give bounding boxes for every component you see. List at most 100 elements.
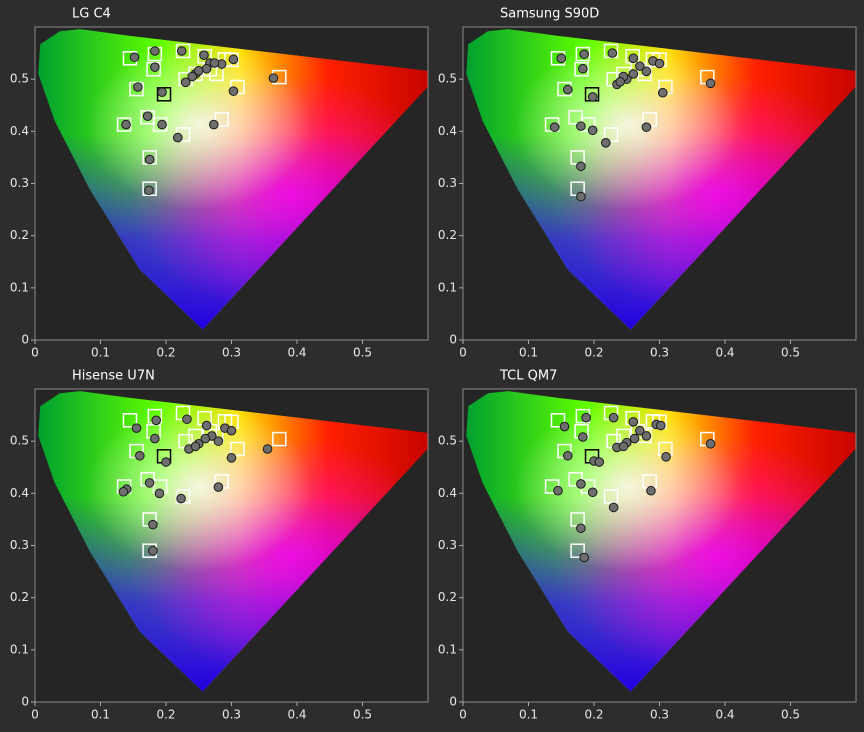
target-marker xyxy=(140,109,155,125)
measured-point xyxy=(628,417,639,427)
y-tick-label: 0.5 xyxy=(10,434,29,448)
target-marker xyxy=(603,127,619,142)
measured-point xyxy=(608,412,619,423)
y-tick-label: 0.4 xyxy=(438,486,457,500)
measured-point xyxy=(226,453,237,463)
x-tick-label: 0.1 xyxy=(519,708,538,722)
x-tick-label: 0.5 xyxy=(781,708,800,722)
measured-point xyxy=(176,46,187,56)
y-tick-label: 0.2 xyxy=(10,590,29,604)
chart-title: TCL QM7 xyxy=(499,369,557,384)
x-tick-label: 0.5 xyxy=(353,708,372,722)
measured-point xyxy=(587,487,598,498)
target-marker xyxy=(156,87,172,102)
measured-point xyxy=(228,54,239,65)
target-marker xyxy=(214,112,229,127)
x-tick-label: 0.1 xyxy=(519,346,538,360)
x-tick-label: 0.4 xyxy=(287,708,306,722)
measured-point xyxy=(190,441,201,452)
measured-point xyxy=(133,82,143,92)
measured-point xyxy=(142,111,153,122)
y-tick-label: 0.1 xyxy=(438,280,457,294)
measured-point xyxy=(148,545,158,556)
gamut xyxy=(466,391,856,692)
measured-point xyxy=(228,86,239,96)
measured-point xyxy=(578,63,588,74)
x-tick-label: 0.1 xyxy=(91,708,110,722)
y-tick-label: 0.4 xyxy=(438,124,457,138)
measured-point xyxy=(641,122,652,132)
measured-point xyxy=(213,482,224,492)
measured-point xyxy=(641,66,652,77)
chart-panel: Hisense U7N 0 0.1 0.2 0.3 0.4 0.5 0 0.1 0.2 0.3 0.4… xyxy=(10,369,429,722)
y-tick-label: 0.2 xyxy=(438,590,457,604)
measured-point xyxy=(641,431,652,441)
measured-point xyxy=(656,420,666,431)
measured-point xyxy=(131,423,142,433)
measured-point xyxy=(150,62,160,72)
measured-point xyxy=(157,119,167,130)
measured-point xyxy=(209,119,219,130)
x-tick-label: 0 xyxy=(31,708,39,722)
x-tick-label: 0.3 xyxy=(222,346,241,360)
measured-point xyxy=(705,438,716,449)
measured-point xyxy=(226,425,237,436)
measured-point xyxy=(576,161,586,172)
measured-point xyxy=(213,436,224,446)
chart-panel: LG C4 0 0.1 0.2 0.3 0.4 0.5 0 0.1 0.2 0.3 0.4 0.5 xyxy=(10,7,429,360)
measured-point xyxy=(579,552,589,563)
measured-point xyxy=(144,478,155,488)
y-tick-label: 0.5 xyxy=(10,72,29,86)
measured-point xyxy=(635,425,645,436)
x-tick-label: 0 xyxy=(459,346,467,360)
measured-point xyxy=(172,132,183,143)
measured-point xyxy=(148,519,158,530)
y-tick-label: 0.3 xyxy=(438,176,457,190)
x-tick-label: 0.2 xyxy=(156,708,175,722)
target-marker xyxy=(575,46,591,62)
y-tick-label: 0.5 xyxy=(438,72,457,86)
measured-point xyxy=(576,523,586,534)
target-marker xyxy=(175,489,191,504)
gamut xyxy=(38,391,428,692)
measured-point xyxy=(199,50,209,60)
target-marker xyxy=(175,43,191,59)
measured-point xyxy=(628,69,639,79)
target-marker xyxy=(230,441,245,457)
gamut-layer xyxy=(466,391,856,692)
x-tick-label: 0.2 xyxy=(156,346,175,360)
x-tick-label: 0.3 xyxy=(650,708,669,722)
y-tick-label: 0.3 xyxy=(10,538,29,552)
measured-point xyxy=(201,420,212,431)
measured-point xyxy=(150,46,160,56)
target-marker xyxy=(550,413,566,428)
measured-point xyxy=(657,87,668,98)
target-marker xyxy=(570,543,585,558)
y-tick-label: 0 xyxy=(21,333,29,347)
y-tick-label: 0.1 xyxy=(10,642,29,656)
measured-point xyxy=(182,414,192,425)
measured-point xyxy=(129,52,140,63)
measured-point xyxy=(628,53,639,64)
measured-point xyxy=(578,432,588,442)
x-tick-label: 0.5 xyxy=(353,346,372,360)
x-tick-label: 0.5 xyxy=(781,346,800,360)
x-tick-label: 0.2 xyxy=(584,708,603,722)
y-tick-label: 0.3 xyxy=(10,176,29,190)
measured-point xyxy=(157,87,167,98)
measured-point xyxy=(118,486,129,497)
y-tick-label: 0.1 xyxy=(438,642,457,656)
measured-point xyxy=(576,191,586,202)
measured-point xyxy=(549,122,560,132)
x-tick-label: 0.1 xyxy=(91,346,110,360)
measured-point xyxy=(553,485,563,496)
measured-point xyxy=(559,421,570,432)
measured-point xyxy=(615,76,626,87)
measured-point xyxy=(646,485,656,496)
measured-point xyxy=(618,441,629,452)
measured-point xyxy=(635,61,645,71)
y-tick-label: 0.2 xyxy=(438,228,457,242)
measured-point xyxy=(594,457,605,467)
y-tick-label: 0 xyxy=(449,695,457,709)
